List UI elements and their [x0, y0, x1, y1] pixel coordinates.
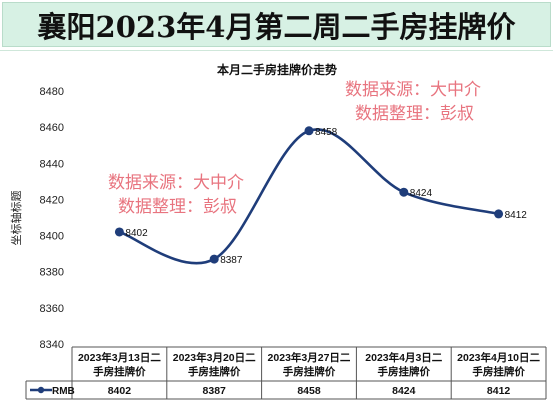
- chart-area: 本月二手房挂牌价走势 坐标轴标题 8340 8360 8380 8400 8420 844…: [0, 50, 553, 407]
- y-tick-label: 8360: [40, 303, 64, 315]
- x-category-label-line1: 2023年3月20日二: [173, 351, 256, 364]
- data-label: 8458: [315, 127, 338, 138]
- legend-marker: [37, 386, 45, 394]
- x-category-label-line2: 手房挂牌价: [472, 365, 525, 378]
- header-banner: 襄阳2023年4月第二周二手房挂牌价: [2, 2, 551, 47]
- watermark-line1: 数据来源：大中介: [108, 173, 244, 192]
- x-category-label-line2: 手房挂牌价: [283, 365, 336, 378]
- y-tick-label: 8480: [40, 86, 64, 98]
- data-label: 8424: [410, 188, 433, 199]
- table-value-cell: 8412: [487, 385, 511, 397]
- data-point: [209, 254, 219, 264]
- y-tick-label: 8380: [40, 267, 64, 279]
- chart-title: 本月二手房挂牌价走势: [217, 62, 337, 77]
- table-value-cell: 8424: [392, 385, 416, 397]
- watermark-line2: 数据整理：彭叔: [355, 104, 474, 123]
- y-tick-label: 8440: [40, 158, 64, 170]
- data-table: 2023年3月13日二手房挂牌价2023年3月20日二手房挂牌价2023年3月2…: [25, 346, 547, 400]
- y-axis-title: 坐标轴标题: [9, 191, 23, 246]
- data-label: 8412: [505, 210, 528, 221]
- y-axis: 8340 8360 8380 8400 8420 8440 8460 8480: [40, 86, 64, 351]
- data-point: [114, 227, 124, 237]
- data-label: 8402: [125, 228, 148, 239]
- page-title: 襄阳2023年4月第二周二手房挂牌价: [37, 9, 516, 44]
- line-chart: 本月二手房挂牌价走势 坐标轴标题 8340 8360 8380 8400 8420 844…: [9, 62, 547, 400]
- x-category-label-line2: 手房挂牌价: [93, 365, 146, 378]
- data-labels: 8402 8387 8458 8424 8412: [125, 127, 527, 266]
- y-tick-label: 8460: [40, 122, 64, 134]
- table-value-cell: 8402: [108, 385, 132, 397]
- x-category-label-line2: 手房挂牌价: [378, 365, 431, 378]
- x-category-label-line2: 手房挂牌价: [188, 365, 241, 378]
- y-tick-label: 8400: [40, 231, 64, 243]
- watermark-line1: 数据来源：大中介: [345, 80, 481, 99]
- x-category-label-line1: 2023年3月13日二: [78, 351, 161, 364]
- data-point: [399, 187, 409, 197]
- x-category-label-line1: 2023年4月3日二: [365, 351, 443, 364]
- watermark-line2: 数据整理：彭叔: [118, 197, 237, 216]
- data-point: [304, 126, 314, 136]
- table-value-cell: 8387: [203, 385, 227, 397]
- y-tick-label: 8340: [40, 339, 64, 351]
- data-label: 8387: [220, 255, 243, 266]
- table-value-cell: 8458: [297, 385, 321, 397]
- x-category-label-line1: 2023年3月27日二: [268, 351, 351, 364]
- data-points: [114, 126, 504, 264]
- x-category-label-line1: 2023年4月10日二: [457, 351, 540, 364]
- legend-label: RMB: [52, 386, 75, 397]
- y-tick-label: 8420: [40, 194, 64, 206]
- data-point: [494, 209, 504, 219]
